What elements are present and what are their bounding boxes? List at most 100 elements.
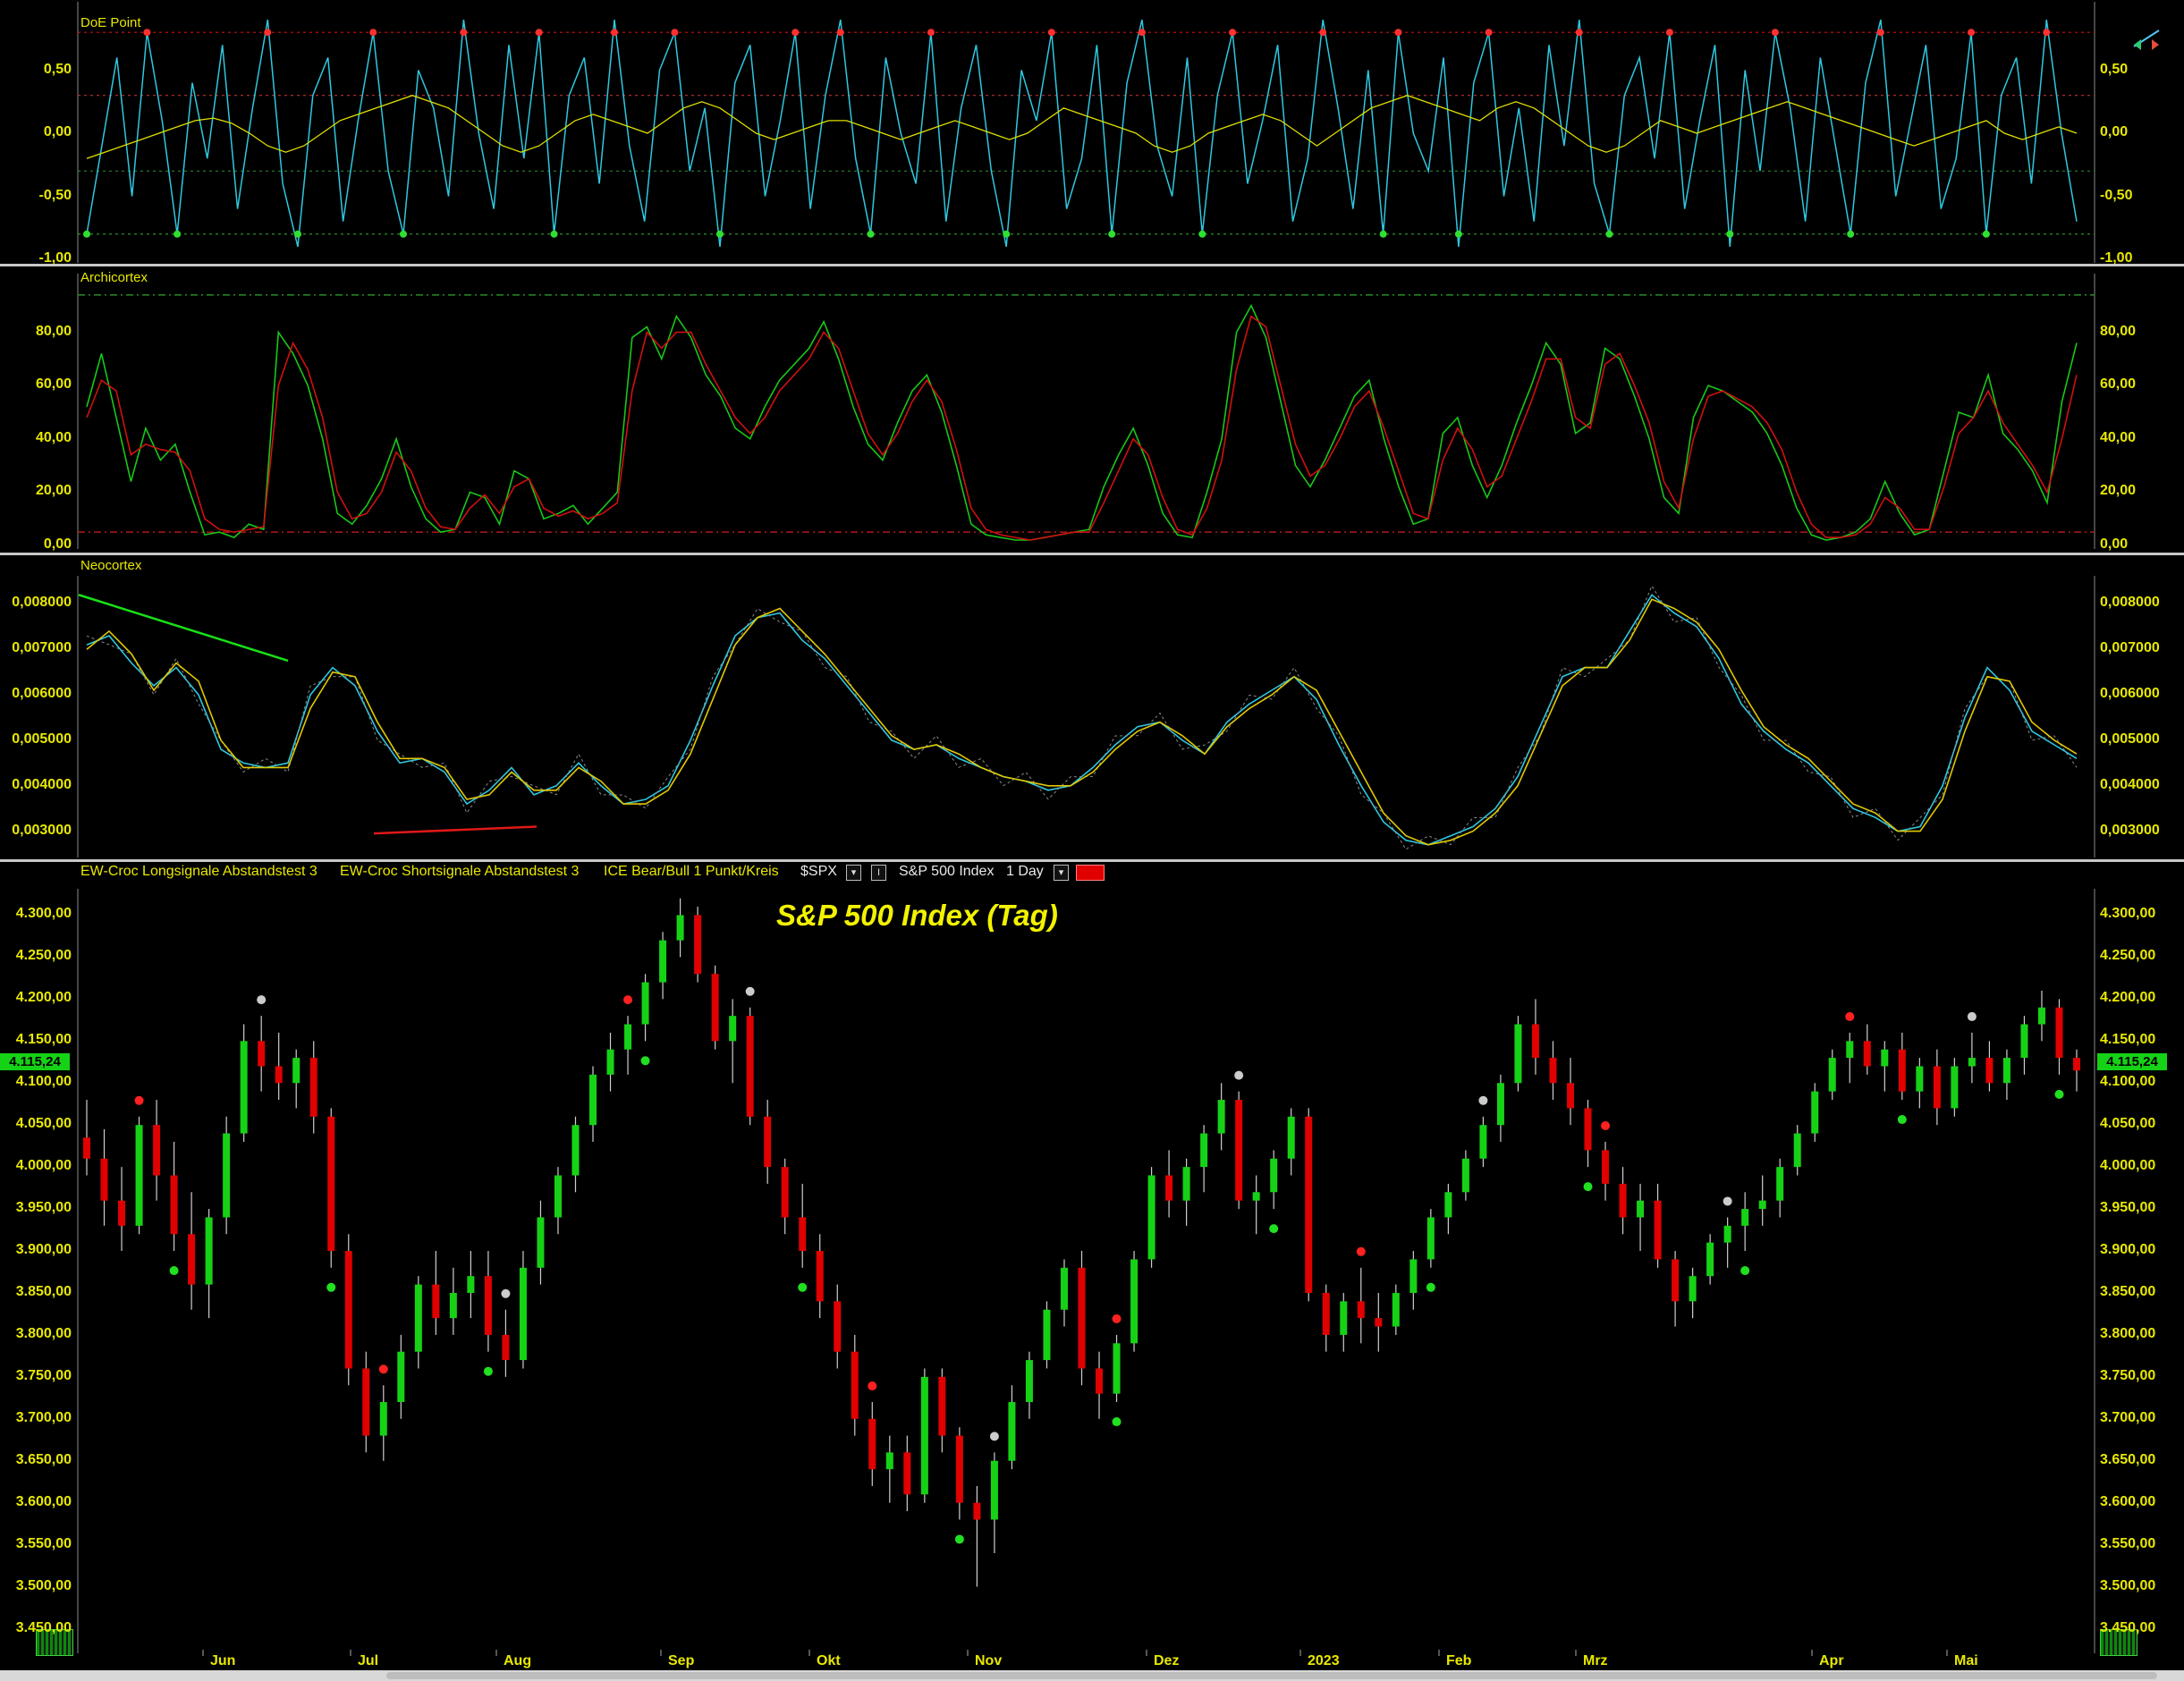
archicortex-pane[interactable] [0, 266, 2184, 553]
candle-body [659, 940, 667, 983]
candle-body [1340, 1301, 1348, 1335]
candle-body [2002, 1058, 2010, 1084]
candle-body [1496, 1083, 1504, 1126]
doe-high-dot [1319, 29, 1327, 37]
month-label: Aug [504, 1653, 532, 1668]
candle-body [1113, 1343, 1121, 1394]
price-axis-tick-left: 3.800,00 [15, 1325, 72, 1341]
candle-body [1951, 1066, 1959, 1109]
legend-symbol[interactable]: $SPX [800, 864, 837, 879]
archi-axis-tick-left: 80,00 [35, 323, 72, 339]
price-axis-tick-left: 3.650,00 [15, 1451, 72, 1467]
archicortex-title: Archicortex [80, 270, 148, 285]
doe-low-dot [293, 230, 301, 238]
doe-high-dot [369, 29, 377, 37]
doe-low-dot [715, 230, 724, 238]
indicator-dropdown-icon[interactable]: I [871, 865, 886, 881]
price-axis-tick-left: 3.850,00 [15, 1283, 72, 1299]
legend-ice-bear-bull[interactable]: ICE Bear/Bull 1 Punkt/Kreis [604, 864, 779, 879]
month-label: Okt [817, 1653, 841, 1668]
legend-short-signals[interactable]: EW-Croc Shortsignale Abstandstest 3 [340, 864, 580, 879]
candle-body [1060, 1267, 1068, 1310]
candle-body [258, 1041, 266, 1067]
candle-body [1828, 1058, 1836, 1092]
doe-high-dot [264, 29, 272, 37]
candle-body [990, 1460, 998, 1520]
candle-body [1898, 1049, 1906, 1092]
neo-yellow-line [86, 598, 2078, 846]
month-label: Dez [1154, 1653, 1180, 1668]
period-dropdown-icon[interactable]: ▾ [1054, 865, 1069, 881]
candle-body [711, 974, 719, 1042]
candle-body [135, 1125, 143, 1226]
candle-body [1322, 1292, 1330, 1335]
signal-dot-short [1112, 1314, 1122, 1323]
doe-high-dot [2043, 29, 2051, 37]
price-axis-tick-left: 3.550,00 [15, 1535, 72, 1551]
legend-long-signals[interactable]: EW-Croc Longsignale Abstandstest 3 [80, 864, 317, 879]
price-axis-tick-left: 3.950,00 [15, 1200, 72, 1216]
candle-body [1793, 1133, 1801, 1168]
candle-body [1182, 1167, 1190, 1201]
legend-instrument-name[interactable]: S&P 500 Index [899, 864, 995, 879]
signal-dot-long [326, 1282, 336, 1292]
neo-axis-tick-right: 0,005000 [2100, 731, 2160, 747]
neo-axis-tick-right: 0,006000 [2100, 686, 2160, 702]
candle-body [1863, 1041, 1871, 1067]
candle-body [100, 1158, 108, 1201]
doe-high-dot [1047, 29, 1055, 37]
pane-separator[interactable] [0, 264, 2184, 266]
doe-high-dot [1138, 29, 1146, 37]
candle-body [1741, 1209, 1749, 1226]
signal-dot-short [868, 1381, 877, 1391]
pane-separator[interactable] [0, 859, 2184, 862]
doe-high-dot [610, 29, 618, 37]
candle-body [1933, 1066, 1941, 1109]
doe-axis-tick-left: -0,50 [38, 187, 72, 203]
candle-body [920, 1376, 928, 1495]
price-axis-tick-right: 3.800,00 [2100, 1325, 2156, 1341]
chart-tools-icon[interactable] [2129, 27, 2164, 52]
candle-body [1985, 1058, 1994, 1084]
neo-axis-tick-right: 0,003000 [2100, 822, 2160, 838]
legend-period[interactable]: 1 Day [1006, 864, 1044, 879]
candle-body [1165, 1175, 1173, 1201]
price-axis-tick-left: 4.100,00 [15, 1074, 72, 1090]
candle-body [1147, 1175, 1155, 1260]
neo-cyan-line [86, 594, 2078, 846]
candle-body [2020, 1024, 2028, 1059]
price-axis-tick-right: 3.600,00 [2100, 1493, 2156, 1509]
candle-body [309, 1058, 317, 1117]
price-axis-tick-right: 4.050,00 [2100, 1116, 2156, 1132]
volume-toggle-icon[interactable] [36, 1629, 73, 1656]
price-axis-tick-left: 3.600,00 [15, 1493, 72, 1509]
doe-high-dot [1394, 29, 1402, 37]
price-axis-tick-right: 3.500,00 [2100, 1577, 2156, 1593]
candle-body [1584, 1108, 1592, 1151]
candle-body [467, 1276, 475, 1293]
candle-body [1602, 1150, 1610, 1184]
symbol-dropdown-icon[interactable]: ▾ [846, 865, 861, 881]
doe-point-pane[interactable] [0, 0, 2184, 264]
neocortex-pane[interactable] [0, 555, 2184, 859]
candle-body [1078, 1267, 1086, 1369]
archi-axis-tick-right: 80,00 [2100, 323, 2137, 339]
price-pane[interactable] [0, 862, 2184, 1670]
candle-body [1758, 1200, 1766, 1210]
pane-separator[interactable] [0, 553, 2184, 555]
scrollbar-thumb[interactable] [386, 1672, 2157, 1679]
doe-axis-tick-left: 0,00 [43, 124, 72, 139]
volume-toggle-icon-right[interactable] [2100, 1629, 2137, 1656]
alert-icon[interactable] [1076, 865, 1105, 881]
candle-body [746, 1016, 754, 1117]
archi-axis-tick-right: 0,00 [2100, 536, 2129, 552]
signal-dot-long [1112, 1417, 1122, 1427]
candle-body [606, 1049, 614, 1075]
candle-body [205, 1217, 213, 1285]
archi-fast-line [86, 304, 2078, 541]
neo-axis-tick-left: 0,004000 [12, 776, 72, 792]
candle-body [1130, 1259, 1139, 1344]
candle-body [1461, 1158, 1469, 1193]
candle-body [781, 1167, 789, 1218]
signal-dot-short [1967, 1011, 1977, 1021]
